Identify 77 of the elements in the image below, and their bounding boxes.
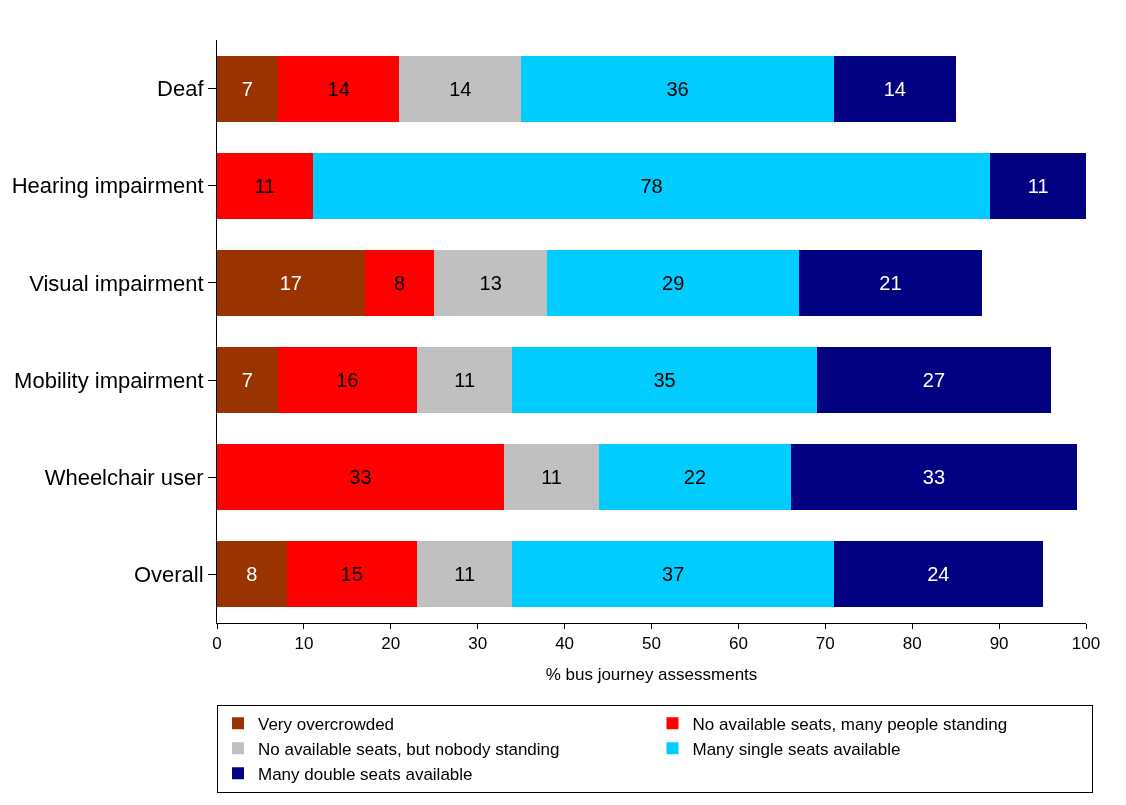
data-label: 15 xyxy=(340,563,363,586)
data-label: 14 xyxy=(883,77,906,100)
data-label: 7 xyxy=(241,77,253,100)
x-tick-label: 90 xyxy=(989,634,1009,654)
x-tick-label: 20 xyxy=(381,634,401,654)
bar xyxy=(277,55,400,122)
data-label: 29 xyxy=(662,271,685,294)
bar xyxy=(599,444,791,511)
legend-label: No available seats, many people standing xyxy=(692,714,1008,734)
data-label: 11 xyxy=(254,174,276,197)
x-tick-label: 0 xyxy=(212,634,222,654)
bar xyxy=(217,541,287,608)
bar xyxy=(434,249,548,316)
bar xyxy=(277,347,417,414)
bar xyxy=(990,152,1086,219)
x-tick-label: 40 xyxy=(555,634,575,654)
data-label: 8 xyxy=(246,563,258,586)
data-label: 11 xyxy=(541,466,562,489)
x-tick-label: 70 xyxy=(815,634,835,654)
y-tick-label: Wheelchair user xyxy=(44,464,204,490)
bar xyxy=(217,249,365,316)
bar xyxy=(217,152,313,219)
data-label: 11 xyxy=(454,369,476,392)
data-label: 14 xyxy=(449,77,472,100)
data-label: 22 xyxy=(683,466,707,489)
bar xyxy=(547,249,800,316)
y-tick-label: Visual impairment xyxy=(29,270,204,296)
x-tick-label: 100 xyxy=(1071,634,1101,654)
data-label: 37 xyxy=(662,563,685,586)
x-tick-label: 30 xyxy=(468,634,488,654)
bar xyxy=(364,249,435,316)
bar xyxy=(399,55,522,122)
bar xyxy=(512,347,817,414)
data-label: 11 xyxy=(454,563,476,586)
data-label: 33 xyxy=(349,466,372,489)
x-tick-label: 80 xyxy=(902,634,922,654)
bar xyxy=(416,347,513,414)
x-tick-label: 50 xyxy=(642,634,661,654)
y-tick-label: Hearing impairment xyxy=(11,173,204,199)
data-label: 7 xyxy=(241,369,253,392)
legend-label: No available seats, but nobody standing xyxy=(258,739,560,759)
data-label: 36 xyxy=(666,77,689,100)
y-tick-label: Mobility impairment xyxy=(14,367,204,393)
bar xyxy=(217,55,278,122)
data-label: 35 xyxy=(653,369,676,392)
bar xyxy=(217,444,504,511)
data-label: 8 xyxy=(393,271,406,294)
data-label: 78 xyxy=(640,174,663,197)
bar xyxy=(312,152,991,219)
data-label: 17 xyxy=(279,271,302,294)
data-label: 14 xyxy=(327,77,350,100)
x-tick-label: 60 xyxy=(728,634,748,654)
data-label: 13 xyxy=(479,271,502,294)
legend-label: Many double seats available xyxy=(258,765,473,784)
bar xyxy=(416,541,513,608)
y-tick-label: Deaf xyxy=(157,76,205,102)
bar xyxy=(286,541,417,608)
bar xyxy=(833,541,1043,608)
bar xyxy=(217,347,278,414)
legend-label: Very overcrowded xyxy=(258,714,395,734)
bar xyxy=(521,55,834,122)
data-label: 11 xyxy=(1027,174,1049,197)
legend-label: Many single seats available xyxy=(692,739,901,759)
bar xyxy=(790,444,1078,511)
data-label: 21 xyxy=(879,271,902,294)
bar xyxy=(799,249,982,316)
data-label: 27 xyxy=(922,369,946,392)
bar xyxy=(833,55,956,122)
data-label: 16 xyxy=(336,369,359,392)
y-tick-label: Overall xyxy=(133,562,204,588)
bar xyxy=(512,541,834,608)
data-label: 24 xyxy=(927,563,950,586)
x-axis-title: % bus journey assessments xyxy=(545,664,758,684)
bar xyxy=(816,347,1052,414)
bar xyxy=(503,444,600,511)
x-tick-label: 10 xyxy=(294,634,314,654)
data-label: 33 xyxy=(922,466,946,489)
